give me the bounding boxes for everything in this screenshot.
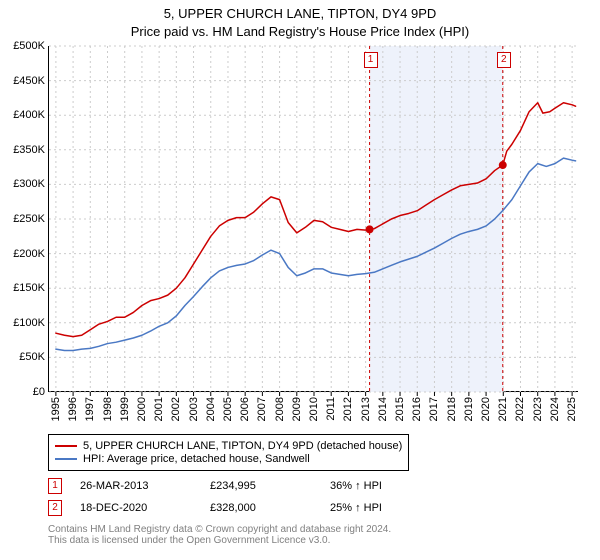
xtick-label: 2023 <box>532 397 544 421</box>
xtick-label: 2017 <box>428 397 440 421</box>
xtick-label: 1998 <box>102 397 114 421</box>
xtick-label: 1996 <box>67 397 79 421</box>
xtick-label: 2002 <box>170 397 182 421</box>
ytick-label: £50K <box>19 351 45 363</box>
xtick-label: 2020 <box>480 397 492 421</box>
xtick-label: 2000 <box>136 397 148 421</box>
sale-marker-label: 2 <box>48 500 62 516</box>
sale-row: 1 26-MAR-2013£234,99536% ↑ HPI <box>48 478 450 494</box>
ytick-label: £350K <box>13 144 45 156</box>
footnote: Contains HM Land Registry data © Crown c… <box>48 524 391 546</box>
sale-delta: 25% ↑ HPI <box>330 502 450 514</box>
sale-marker-label: 2 <box>497 52 511 68</box>
ytick-label: £400K <box>13 109 45 121</box>
xtick-label: 2025 <box>566 397 578 421</box>
xtick-label: 2004 <box>205 397 217 421</box>
xtick-label: 2006 <box>239 397 251 421</box>
chart-plot-area: £0£50K£100K£150K£200K£250K£300K£350K£400… <box>48 46 578 392</box>
xtick-label: 1997 <box>84 397 96 421</box>
xtick-label: 2018 <box>446 397 458 421</box>
xtick-label: 1995 <box>50 397 62 421</box>
sale-marker-label: 1 <box>48 478 62 494</box>
xtick-label: 2022 <box>514 397 526 421</box>
xtick-label: 2007 <box>256 397 268 421</box>
ytick-label: £500K <box>13 40 45 52</box>
xtick-label: 2005 <box>222 397 234 421</box>
sale-row: 2 18-DEC-2020£328,00025% ↑ HPI <box>48 500 450 516</box>
footnote-line-1: Contains HM Land Registry data © Crown c… <box>48 524 391 535</box>
legend-label: HPI: Average price, detached house, Sand… <box>83 453 310 465</box>
footnote-line-2: This data is licensed under the Open Gov… <box>48 535 391 546</box>
xtick-label: 2021 <box>497 397 509 421</box>
ytick-label: £250K <box>13 213 45 225</box>
xtick-label: 1999 <box>119 397 131 421</box>
chart-legend: 5, UPPER CHURCH LANE, TIPTON, DY4 9PD (d… <box>48 434 409 471</box>
xtick-label: 2019 <box>463 397 475 421</box>
sale-price: £234,995 <box>210 480 330 492</box>
xtick-label: 2009 <box>291 397 303 421</box>
ytick-label: £200K <box>13 248 45 260</box>
legend-swatch <box>55 458 77 460</box>
legend-label: 5, UPPER CHURCH LANE, TIPTON, DY4 9PD (d… <box>83 440 402 452</box>
xtick-label: 2001 <box>153 397 165 421</box>
sale-marker-label: 1 <box>364 52 378 68</box>
legend-row: 5, UPPER CHURCH LANE, TIPTON, DY4 9PD (d… <box>55 440 402 452</box>
xtick-label: 2013 <box>360 397 372 421</box>
legend-swatch <box>55 445 77 447</box>
xtick-label: 2003 <box>188 397 200 421</box>
legend-row: HPI: Average price, detached house, Sand… <box>55 453 402 465</box>
xtick-label: 2024 <box>549 397 561 421</box>
ytick-label: £150K <box>13 282 45 294</box>
xtick-label: 2014 <box>377 397 389 421</box>
sale-delta: 36% ↑ HPI <box>330 480 450 492</box>
chart-title: 5, UPPER CHURCH LANE, TIPTON, DY4 9PD <box>0 6 600 21</box>
chart-svg <box>49 46 579 392</box>
xtick-label: 2011 <box>325 397 337 421</box>
ytick-label: £100K <box>13 317 45 329</box>
sale-date: 18-DEC-2020 <box>80 502 210 514</box>
ytick-label: £0 <box>33 386 45 398</box>
xtick-label: 2008 <box>274 397 286 421</box>
xtick-label: 2015 <box>394 397 406 421</box>
xtick-label: 2012 <box>342 397 354 421</box>
xtick-label: 2010 <box>308 397 320 421</box>
xtick-label: 2016 <box>411 397 423 421</box>
sale-date: 26-MAR-2013 <box>80 480 210 492</box>
ytick-label: £300K <box>13 178 45 190</box>
sale-price: £328,000 <box>210 502 330 514</box>
chart-subtitle: Price paid vs. HM Land Registry's House … <box>0 24 600 39</box>
ytick-label: £450K <box>13 75 45 87</box>
